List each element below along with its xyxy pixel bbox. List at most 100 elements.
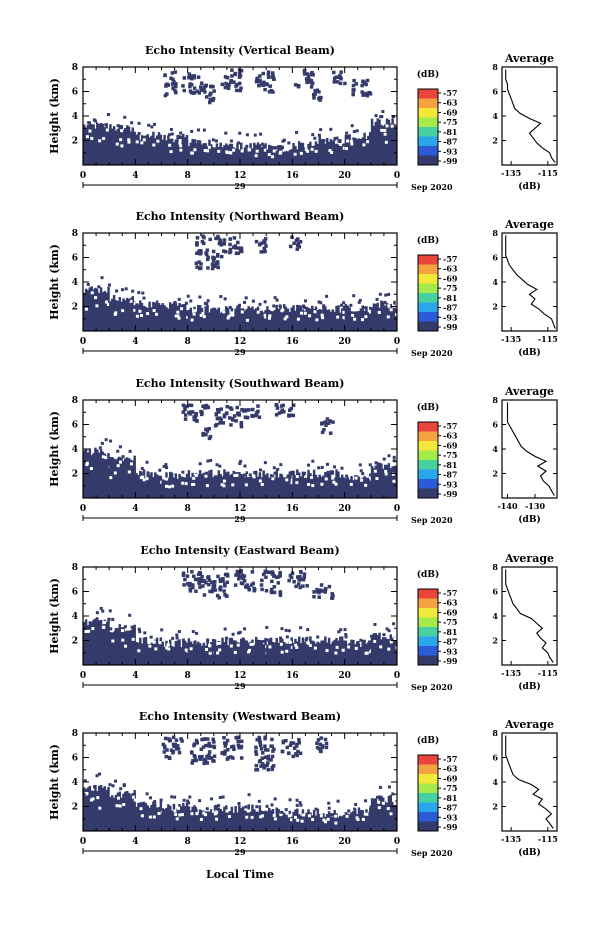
echo-cell bbox=[325, 473, 329, 498]
echo-cell bbox=[323, 587, 328, 591]
echo-cell bbox=[189, 299, 193, 303]
echo-cell bbox=[383, 637, 387, 665]
profile-x-label: (dB) bbox=[518, 514, 540, 525]
echo-cell bbox=[352, 129, 356, 133]
echo-cell bbox=[96, 291, 99, 331]
no-data-cell bbox=[120, 129, 124, 133]
no-data-cell bbox=[177, 806, 181, 810]
echo-cell bbox=[333, 311, 336, 331]
echo-cell bbox=[164, 463, 168, 467]
echo-cell bbox=[275, 637, 278, 665]
echo-cell bbox=[125, 457, 129, 498]
echo-cell bbox=[281, 145, 284, 165]
no-data-cell bbox=[384, 469, 388, 473]
echo-cell bbox=[170, 810, 174, 831]
echo-cell bbox=[204, 645, 207, 665]
echo-cell bbox=[103, 127, 107, 165]
echo-cell bbox=[260, 82, 264, 86]
echo-cell bbox=[211, 84, 215, 89]
no-data-cell bbox=[313, 646, 317, 650]
echo-cell bbox=[263, 241, 267, 245]
echo-cell bbox=[378, 292, 382, 296]
echo-cell bbox=[225, 306, 228, 331]
echo-cell bbox=[303, 72, 307, 76]
echo-cell bbox=[264, 82, 269, 86]
echo-cell bbox=[94, 128, 97, 165]
echo-cell bbox=[234, 419, 238, 423]
echo-cell bbox=[362, 306, 366, 310]
echo-cell bbox=[297, 245, 302, 249]
echo-cell bbox=[237, 575, 242, 579]
no-data-cell bbox=[310, 147, 314, 151]
echo-cell bbox=[327, 637, 331, 665]
colorbar-tick-label: -81 bbox=[443, 793, 457, 803]
no-data-cell bbox=[375, 477, 379, 481]
no-data-cell bbox=[167, 647, 171, 651]
echo-cell bbox=[337, 817, 340, 831]
echo-cell bbox=[198, 585, 202, 589]
echo-cell bbox=[225, 580, 230, 585]
echo-cell bbox=[186, 582, 190, 586]
echo-panel-4: Echo Intensity (Eastward Beam)2468Height… bbox=[48, 544, 558, 692]
echo-cell bbox=[207, 426, 211, 431]
no-data-cell bbox=[324, 477, 328, 481]
echo-cell bbox=[339, 815, 342, 831]
echo-cell bbox=[171, 751, 175, 755]
echo-cell bbox=[122, 627, 125, 665]
echo-cell bbox=[174, 747, 179, 751]
echo-cell bbox=[268, 309, 271, 331]
echo-cell bbox=[331, 309, 335, 331]
echo-cell bbox=[378, 462, 381, 498]
echo-cell bbox=[389, 123, 392, 165]
echo-cell bbox=[266, 761, 270, 765]
echo-cell bbox=[290, 470, 293, 498]
x-tick-label: 0 bbox=[80, 171, 86, 181]
echo-cell bbox=[202, 88, 206, 92]
echo-cell bbox=[271, 311, 275, 331]
echo-cell bbox=[387, 785, 391, 789]
echo-cell bbox=[169, 76, 173, 80]
echo-cell bbox=[95, 774, 99, 778]
echo-cell bbox=[254, 752, 259, 756]
echo-cell bbox=[252, 586, 256, 591]
echo-cell bbox=[200, 307, 204, 331]
echo-cell bbox=[197, 755, 202, 759]
heatmap-cells bbox=[83, 234, 397, 331]
echo-cell bbox=[123, 625, 127, 629]
echo-cell bbox=[96, 122, 99, 165]
echo-cell bbox=[99, 606, 103, 610]
echo-cell bbox=[157, 132, 161, 165]
echo-cell bbox=[204, 743, 208, 748]
echo-cell bbox=[240, 473, 243, 498]
echo-cell bbox=[382, 457, 386, 461]
echo-cell bbox=[244, 408, 249, 412]
echo-cell bbox=[295, 130, 299, 134]
colorbar-tick-label: -93 bbox=[443, 812, 458, 822]
echo-cell bbox=[254, 763, 259, 768]
no-data-cell bbox=[387, 304, 391, 308]
no-data-cell bbox=[363, 812, 367, 816]
no-data-cell bbox=[252, 475, 256, 479]
echo-cell bbox=[382, 637, 385, 665]
profile-title: Average bbox=[504, 52, 554, 65]
echo-cell bbox=[213, 147, 217, 165]
no-data-cell bbox=[98, 806, 102, 810]
echo-cell bbox=[202, 235, 206, 240]
colorbar-tick-label: -99 bbox=[443, 322, 458, 332]
echo-cell bbox=[370, 465, 374, 498]
no-data-cell bbox=[140, 141, 144, 145]
echo-cell bbox=[309, 812, 312, 831]
echo-cell bbox=[281, 474, 284, 498]
echo-cell bbox=[336, 799, 340, 803]
echo-cell bbox=[177, 630, 181, 634]
echo-cell bbox=[199, 88, 204, 92]
echo-cell bbox=[271, 474, 275, 498]
echo-cell bbox=[182, 583, 186, 587]
echo-cell bbox=[182, 304, 185, 331]
echo-cell bbox=[140, 803, 144, 831]
echo-cell bbox=[198, 470, 202, 498]
echo-cell bbox=[135, 806, 138, 831]
echo-panel-3: Echo Intensity (Southward Beam)2468Heigh… bbox=[48, 377, 558, 525]
no-data-cell bbox=[311, 484, 315, 488]
echo-cell bbox=[359, 647, 363, 665]
